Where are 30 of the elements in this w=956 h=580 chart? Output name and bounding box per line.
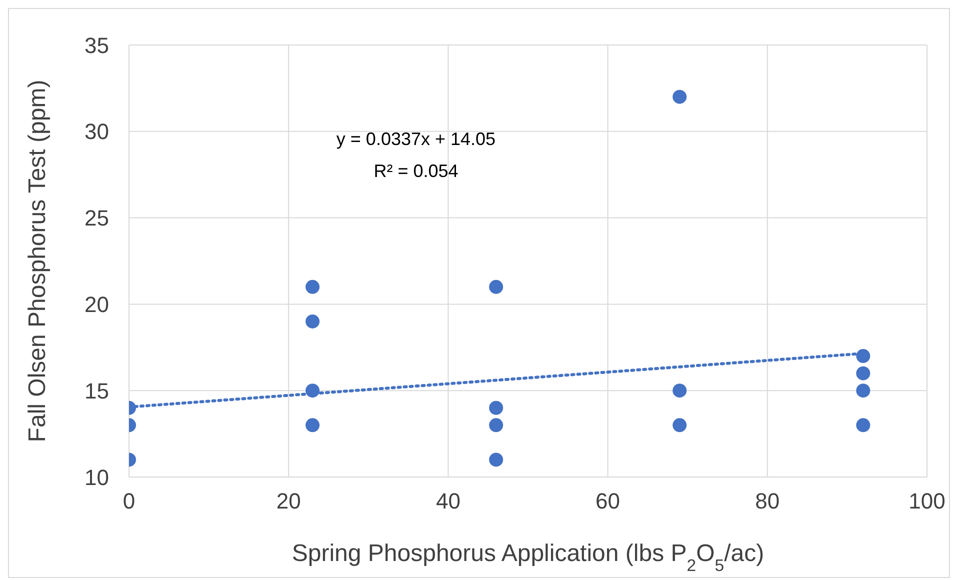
annotation: y = 0.0337x + 14.05 — [336, 129, 496, 149]
point — [489, 418, 504, 432]
x-tick-label: 60 — [596, 488, 620, 514]
point — [672, 90, 687, 104]
y-axis-title: Fall Olsen Phosphorus Test (ppm) — [24, 80, 52, 442]
x-tick-label: 80 — [755, 488, 780, 514]
point — [672, 384, 687, 398]
point — [672, 418, 687, 432]
point — [489, 452, 504, 467]
point — [489, 280, 504, 294]
y-tick-label: 35 — [84, 32, 109, 58]
annotation: R² = 0.054 — [374, 161, 458, 181]
point — [306, 280, 320, 294]
x-tick-label: 40 — [436, 488, 460, 514]
y-tick-label: 30 — [84, 119, 109, 144]
x-tick-label: 100 — [908, 488, 946, 514]
y-tick-label: 15 — [84, 378, 109, 404]
point — [856, 418, 870, 432]
point — [306, 314, 320, 328]
point — [489, 400, 504, 415]
y-tick-label: 25 — [84, 206, 109, 231]
point — [856, 366, 870, 380]
point — [856, 349, 870, 364]
x-tick-label: 20 — [276, 488, 301, 514]
point — [306, 418, 320, 432]
point — [856, 384, 870, 398]
x-tick-label: 0 — [122, 488, 136, 514]
x-axis-title: Spring Phosphorus Application (lbs P$_{2}$O$_{5}$/ac) — [292, 540, 764, 574]
y-tick-label: 20 — [84, 292, 109, 318]
y-tick-label: 10 — [84, 464, 109, 490]
